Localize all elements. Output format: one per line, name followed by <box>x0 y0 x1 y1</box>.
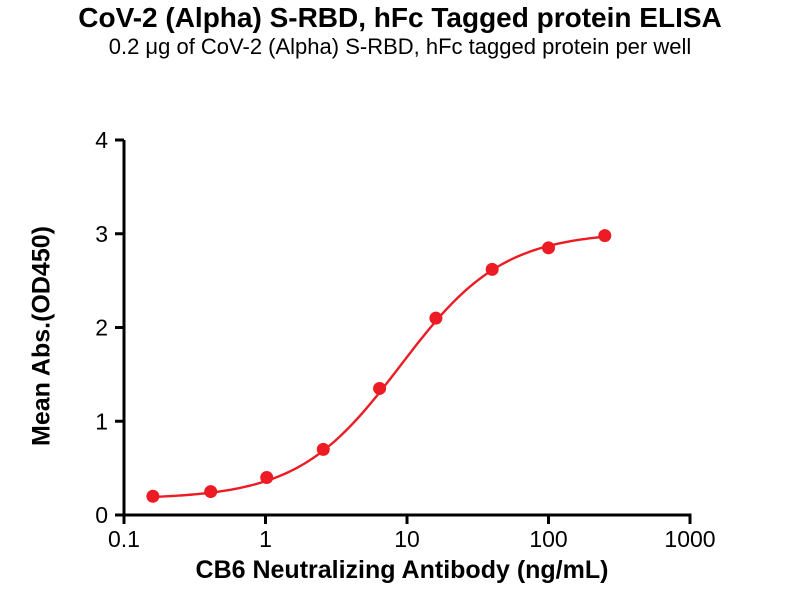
x-tick-label-10: 10 <box>394 526 420 552</box>
y-tick-label-1: 1 <box>95 408 108 434</box>
data-point-6 <box>429 311 443 325</box>
x-tick-label-1000: 1000 <box>664 526 715 552</box>
x-tick-label-1: 1 <box>259 526 272 552</box>
data-point-7 <box>485 262 499 276</box>
data-point-1 <box>146 489 160 503</box>
chart-title: CoV-2 (Alpha) S-RBD, hFc Tagged protein … <box>78 2 722 33</box>
y-tick-label-0: 0 <box>95 502 108 528</box>
data-point-8 <box>542 241 555 255</box>
y-tick-label-2: 2 <box>95 315 108 341</box>
chart-subtitle: 0.2 μg of CoV-2 (Alpha) S-RBD, hFc tagge… <box>108 34 692 59</box>
y-tick-label-3: 3 <box>95 221 108 247</box>
data-point-2 <box>204 485 218 499</box>
x-tick-label-100: 100 <box>529 526 567 552</box>
y-tick-label-4: 4 <box>95 127 108 153</box>
data-point-5 <box>373 381 387 395</box>
data-point-9 <box>598 229 612 243</box>
x-axis-label: CB6 Neutralizing Antibody (ng/mL) <box>195 556 609 584</box>
x-tick-label-0.1: 0.1 <box>108 526 140 552</box>
data-point-3 <box>260 471 274 484</box>
dose-response-curve <box>151 235 607 499</box>
data-point-4 <box>316 442 330 456</box>
